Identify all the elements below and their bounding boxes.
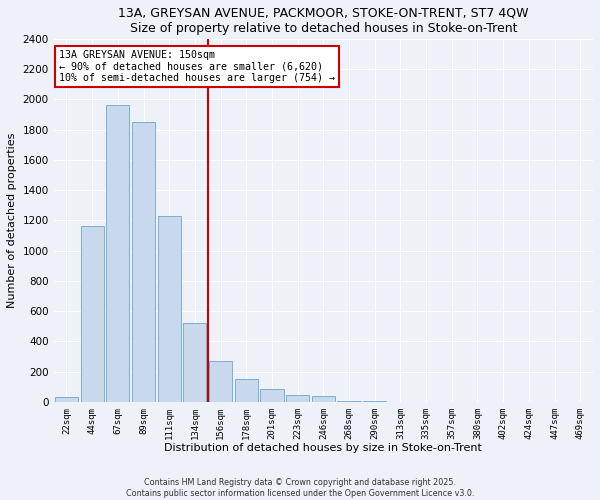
Bar bbox=[132, 122, 155, 402]
X-axis label: Distribution of detached houses by size in Stoke-on-Trent: Distribution of detached houses by size … bbox=[164, 443, 482, 453]
Bar bbox=[184, 323, 206, 402]
Bar bbox=[106, 106, 130, 402]
Bar bbox=[55, 397, 78, 402]
Bar bbox=[158, 216, 181, 402]
Text: 13A GREYSAN AVENUE: 150sqm
← 90% of detached houses are smaller (6,620)
10% of s: 13A GREYSAN AVENUE: 150sqm ← 90% of deta… bbox=[59, 50, 335, 83]
Bar bbox=[337, 401, 361, 402]
Bar bbox=[260, 389, 284, 402]
Text: Contains HM Land Registry data © Crown copyright and database right 2025.
Contai: Contains HM Land Registry data © Crown c… bbox=[126, 478, 474, 498]
Bar bbox=[235, 379, 258, 402]
Title: 13A, GREYSAN AVENUE, PACKMOOR, STOKE-ON-TRENT, ST7 4QW
Size of property relative: 13A, GREYSAN AVENUE, PACKMOOR, STOKE-ON-… bbox=[118, 7, 529, 35]
Bar bbox=[312, 396, 335, 402]
Y-axis label: Number of detached properties: Number of detached properties bbox=[7, 132, 17, 308]
Bar bbox=[286, 395, 309, 402]
Bar bbox=[209, 361, 232, 402]
Bar bbox=[80, 226, 104, 402]
